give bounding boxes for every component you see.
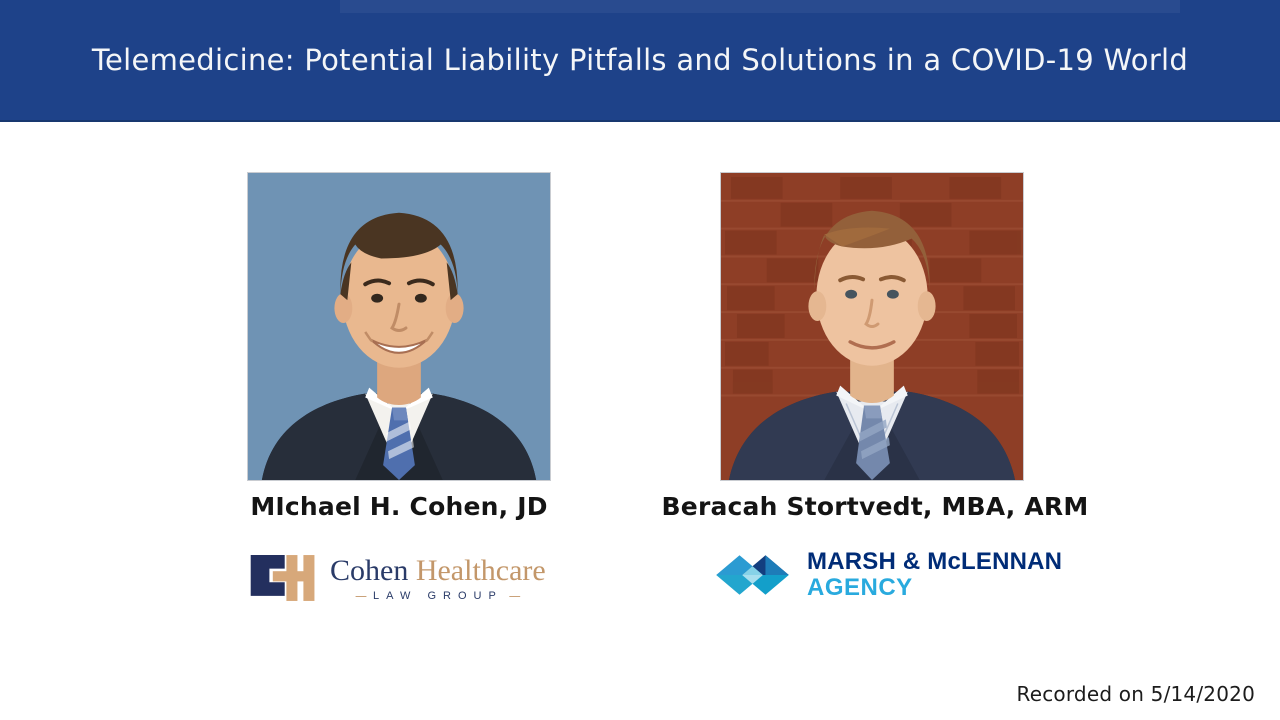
- speaker-name-michael-cohen: MIchael H. Cohen, JD: [250, 492, 548, 521]
- agency-wordmark: AGENCY: [807, 574, 913, 601]
- beracah-stortvedt-headshot-image: [721, 173, 1023, 480]
- law-group-tagline-row: — LAW GROUP —: [355, 590, 521, 602]
- ch-monogram-icon: [250, 555, 315, 601]
- speaker-photo-michael-cohen: [247, 172, 551, 481]
- tagline-right-dash: —: [508, 589, 521, 603]
- healthcare-word: Healthcare: [415, 554, 546, 587]
- marsh-mclennan-agency-logo: MARSH & McLENNAN AGENCY: [711, 549, 1062, 601]
- cohen-logo-text: Cohen Healthcare — LAW GROUP —: [330, 553, 546, 603]
- speaker-name-beracah-stortvedt: Beracah Stortvedt, MBA, ARM: [661, 492, 1089, 521]
- marsh-mclennan-wordmark: MARSH & McLENNAN: [807, 548, 1063, 575]
- recorded-date-label: Recorded on 5/14/2020: [1016, 682, 1255, 706]
- header-bar: Telemedicine: Potential Liability Pitfal…: [0, 0, 1280, 122]
- cohen-healthcare-logo: Cohen Healthcare — LAW GROUP —: [249, 553, 546, 603]
- mma-logo-text: MARSH & McLENNAN AGENCY: [807, 549, 1062, 601]
- cohen-word: Cohen: [330, 554, 409, 587]
- slide-title: Telemedicine: Potential Liability Pitfal…: [91, 43, 1189, 77]
- cohen-healthcare-wordmark: Cohen Healthcare: [330, 555, 546, 587]
- speaker-photo-beracah-stortvedt: [720, 172, 1024, 481]
- michael-cohen-headshot-image: [248, 173, 550, 480]
- tagline-left-dash: —: [354, 589, 367, 603]
- law-group-tagline: LAW GROUP: [372, 590, 503, 602]
- header-top-strip: [340, 0, 1180, 13]
- mma-m-icon: [716, 555, 789, 595]
